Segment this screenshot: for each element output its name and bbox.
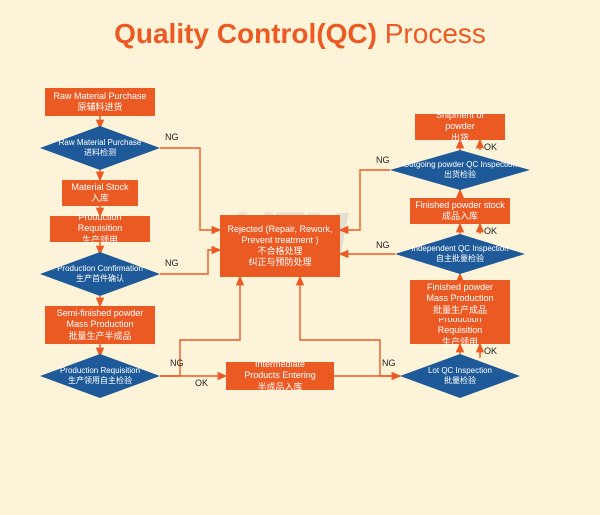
node-text: Mass Production (426, 293, 493, 304)
node-text: 出货 (451, 133, 469, 144)
node-text: Shipment of powder (420, 110, 500, 133)
decision-diamond: Raw Material Purchase进料检测 (40, 126, 160, 170)
process-box: Finished powder stock成品入库 (410, 198, 510, 224)
label-ng: NG (376, 240, 390, 250)
process-box: Material Stock入库 (62, 180, 138, 206)
process-box: Production Requisition生产领用 (410, 318, 510, 344)
process-box: Shipment of powder出货 (415, 114, 505, 140)
node-text: Prevent treatment ) (241, 235, 318, 246)
label-ok: OK (484, 142, 497, 152)
node-text: 纠正与预防处理 (248, 257, 311, 268)
node-text: 半成品入库 (257, 382, 302, 393)
node-text: 生产领用 (82, 235, 118, 246)
node-text: Finished powder (427, 282, 493, 293)
process-box: IntermediateProducts Entering半成品入库 (226, 362, 334, 390)
label-ng: NG (170, 358, 184, 368)
node-text: Intermediate (255, 359, 305, 370)
node-text: 不合格处理 (257, 246, 302, 257)
process-box: Raw Material Purchase原辅料进货 (45, 88, 155, 116)
node-text: 入库 (91, 193, 109, 204)
node-text: Raw Material Purchase (59, 138, 142, 148)
node-text: Semi-finished powder (57, 308, 144, 319)
label-ok: OK (484, 226, 497, 236)
node-text: 生产领用 (442, 337, 478, 348)
node-text: 批量检验 (444, 376, 476, 386)
node-text: Raw Material Purchase (53, 91, 146, 102)
node-text: Mass Production (66, 319, 133, 330)
decision-diamond: Outgoing powder QC Inspection出货检验 (390, 150, 530, 190)
node-text: 原辅料进货 (77, 102, 122, 113)
node-text: Material Stock (71, 182, 128, 193)
decision-diamond: Production Requisition生产领用自主检验 (40, 354, 160, 398)
node-text: Outgoing powder QC Inspection (403, 160, 517, 170)
node-text: 进料检测 (84, 148, 116, 158)
decision-diamond: Lot QC Inspection批量检验 (400, 354, 520, 398)
label-ng: NG (382, 358, 396, 368)
node-text: 出货检验 (444, 170, 476, 180)
process-box: Finished powderMass Production批量生产成品 (410, 280, 510, 318)
node-text: 批量生产半成品 (68, 331, 131, 342)
label-ng: NG (165, 258, 179, 268)
decision-diamond: Production Confirmation生产首件确认 (40, 252, 160, 296)
node-text: Products Entering (244, 370, 316, 381)
node-text: 自主批量检验 (436, 254, 484, 264)
label-ok: OK (195, 378, 208, 388)
process-box: Semi-finished powderMass Production批量生产半… (45, 306, 155, 344)
process-box: Production Requisition生产领用 (50, 216, 150, 242)
label-ng: NG (165, 132, 179, 142)
node-text: Rejected (Repair, Rework, (227, 224, 332, 235)
node-text: Production Requisition (55, 212, 145, 235)
node-text: Production Confirmation (57, 264, 143, 274)
node-text: Production Requisition (60, 366, 140, 376)
process-box: Rejected (Repair, Rework,Prevent treatme… (220, 215, 340, 277)
node-text: 生产领用自主检验 (68, 376, 132, 386)
label-ok: OK (484, 346, 497, 356)
node-text: Lot QC Inspection (428, 366, 492, 376)
label-ng: NG (376, 155, 390, 165)
decision-diamond: Independent QC Inspection自主批量检验 (395, 234, 525, 274)
node-text: 生产首件确认 (76, 274, 124, 284)
node-text: 成品入库 (442, 211, 478, 222)
node-text: Finished powder stock (415, 200, 505, 211)
node-text: Independent QC Inspection (411, 244, 508, 254)
node-text: 批量生产成品 (433, 305, 487, 316)
